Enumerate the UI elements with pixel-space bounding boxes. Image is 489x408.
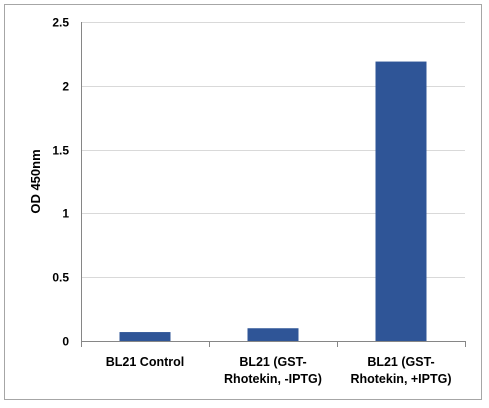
y-tick-label: 1 [62,207,69,221]
y-axis-title: OD 450nm [28,149,43,213]
y-tick-label: 0.5 [52,271,69,285]
x-tick-label: BL21 Control [106,355,184,369]
x-tick-label: Rhotekin, -IPTG) [224,372,322,386]
y-tick-label: 1.5 [52,144,69,158]
x-tick-label: BL21 (GST- [239,355,306,369]
bars [119,61,427,341]
bar [247,328,299,341]
x-tick-label: BL21 (GST- [367,355,434,369]
y-tick-label: 0 [62,335,69,349]
bar [119,332,171,341]
axes [81,22,466,347]
x-tick-label: Rhotekin, +IPTG) [350,372,451,386]
labels: 0 0.5 1 1.5 2 2.5 BL21 Control BL21 (GST- Rhotek… [52,16,451,387]
y-tick-label: 2.5 [52,16,69,30]
bar [375,61,427,341]
y-tick-label: 2 [62,80,69,94]
